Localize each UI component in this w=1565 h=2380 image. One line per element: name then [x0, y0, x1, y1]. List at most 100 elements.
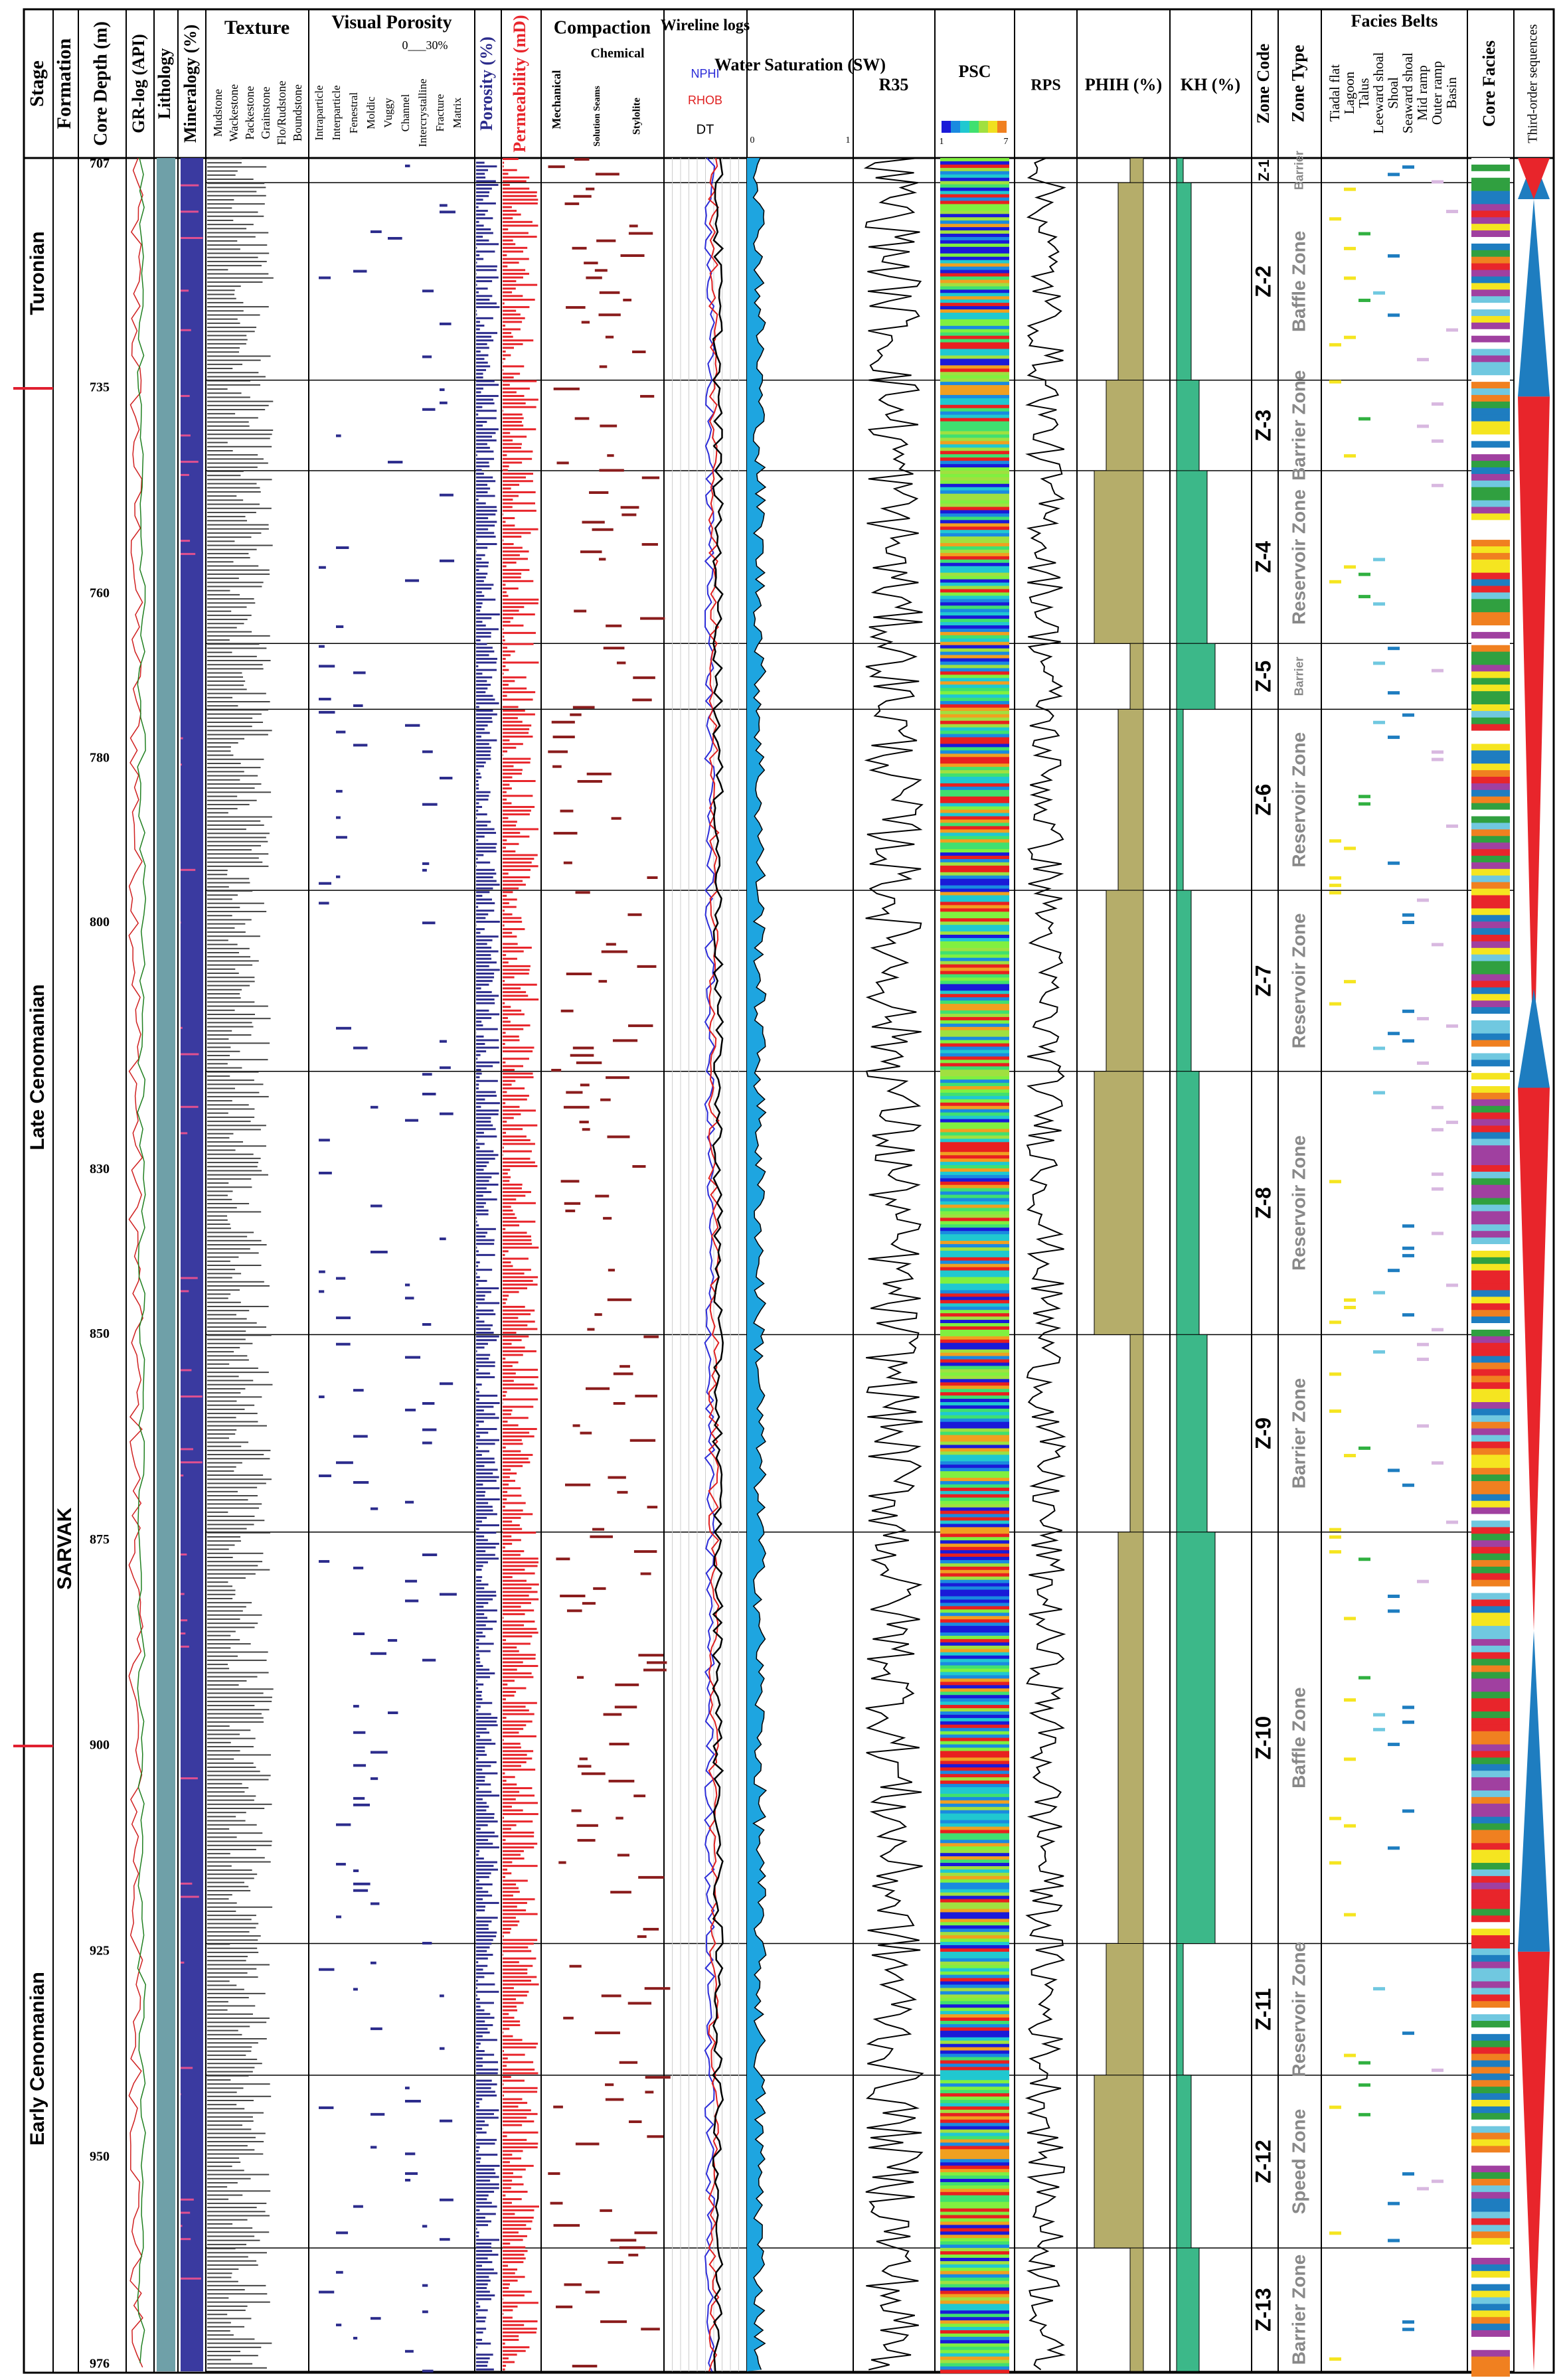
- core-facies-band: [1471, 1652, 1510, 1659]
- permeability-bar: [503, 262, 519, 264]
- facies-belt-mark: [1402, 1039, 1414, 1042]
- psc-band: [940, 267, 1009, 270]
- psc-band: [940, 1925, 1009, 1929]
- permeability-bar: [503, 1780, 507, 1782]
- psc-band: [940, 1682, 1009, 1685]
- texture-bar: [207, 602, 255, 603]
- porosity-bar: [476, 1432, 488, 1434]
- psc-band: [940, 1073, 1009, 1076]
- core-facies-band: [1471, 2073, 1510, 2080]
- texture-bar: [207, 680, 245, 682]
- psc-band: [940, 1810, 1009, 1814]
- facies-belt-mark: [1329, 1862, 1341, 1865]
- permeability-bar: [503, 491, 536, 493]
- compaction-mark: [578, 1765, 592, 1768]
- visual-porosity-mark: [353, 1435, 368, 1438]
- texture-bar: [207, 2272, 232, 2274]
- visual-porosity-mark: [371, 1205, 382, 1208]
- visual-porosity-mark: [422, 1942, 432, 1944]
- texture-bar: [207, 487, 260, 489]
- porosity-bar: [476, 939, 493, 941]
- porosity-bar: [476, 898, 492, 900]
- texture-bar: [207, 627, 237, 628]
- texture-bar: [207, 2293, 267, 2294]
- porosity-bar: [476, 2346, 477, 2348]
- core-facies-band: [1471, 1968, 1510, 1975]
- psc-band: [940, 2152, 1009, 2156]
- texture-bar: [207, 236, 256, 238]
- psc-band: [940, 1833, 1009, 1836]
- texture-bar: [207, 1433, 235, 1435]
- porosity-bar: [476, 714, 497, 716]
- permeability-bar: [503, 2346, 529, 2348]
- psc-band: [940, 217, 1009, 220]
- porosity-bar: [476, 2165, 500, 2167]
- permeability-bar: [503, 258, 529, 260]
- rps-curve: [1027, 158, 1064, 2370]
- texture-bar: [207, 1668, 229, 1669]
- permeability-bar: [503, 673, 504, 674]
- permeability-bar: [503, 1665, 538, 1667]
- texture-bar: [207, 1269, 235, 1270]
- porosity-bar: [476, 1879, 479, 1881]
- permeability-bar: [503, 2010, 517, 2012]
- texture-bar: [207, 2359, 231, 2360]
- compaction-mark: [564, 862, 572, 864]
- texture-bar: [207, 1137, 229, 1139]
- permeability-bar: [503, 1872, 511, 1874]
- psc-band: [940, 543, 1009, 546]
- zone-code-label: Z-2: [1251, 266, 1275, 297]
- psc-band: [940, 1086, 1009, 1089]
- texture-bar: [207, 380, 250, 382]
- porosity-bar: [476, 306, 499, 308]
- permeability-bar: [503, 1879, 528, 1881]
- permeability-bar: [503, 1269, 531, 1271]
- psc-band: [940, 921, 1009, 925]
- porosity-bar: [476, 602, 483, 604]
- psc-band: [940, 1330, 1009, 1333]
- psc-band: [940, 1797, 1009, 1800]
- psc-band: [940, 2353, 1009, 2357]
- porosity-bar: [476, 1773, 497, 1775]
- psc-band: [940, 1879, 1009, 1883]
- visual-porosity-mark: [371, 1903, 379, 1905]
- psc-band: [940, 1000, 1009, 1004]
- permeability-bar: [503, 1480, 515, 1482]
- compaction-mark: [582, 1602, 596, 1605]
- permeability-bar: [503, 2095, 504, 2097]
- compaction-mark: [633, 676, 655, 679]
- visual-porosity-mark: [353, 2337, 357, 2340]
- core-facies-band: [1471, 2054, 1510, 2061]
- psc-band: [940, 2113, 1009, 2116]
- permeability-bar: [503, 895, 507, 897]
- permeability-bar: [503, 888, 519, 890]
- psc-band: [940, 797, 1009, 800]
- permeability-bar: [503, 1369, 538, 1371]
- texture-bar: [207, 1882, 244, 1883]
- permeability-bar: [503, 1180, 509, 1182]
- psc-band: [940, 385, 1009, 388]
- facies-belt-mark: [1344, 454, 1356, 457]
- porosity-bar: [476, 1609, 497, 1611]
- permeability-bar: [503, 1484, 509, 1486]
- permeability-bar: [503, 376, 514, 378]
- permeability-bar: [503, 2261, 523, 2263]
- psc-band: [940, 1642, 1009, 1646]
- texture-bar: [207, 2018, 270, 2019]
- texture-bar: [207, 796, 237, 797]
- core-facies-band: [1471, 2343, 1510, 2350]
- permeability-bar: [503, 2213, 515, 2215]
- permeability-bar: [503, 843, 519, 845]
- psc-band: [940, 1991, 1009, 1994]
- permeability-bar: [503, 1372, 516, 1374]
- porosity-bar: [476, 2287, 487, 2289]
- permeability-bar: [503, 1365, 513, 1367]
- porosity-bar: [476, 524, 495, 526]
- permeability-bar: [503, 813, 530, 815]
- texture-bar: [207, 2190, 270, 2191]
- permeability-bar: [503, 343, 523, 345]
- psc-band: [940, 790, 1009, 793]
- core-facies-band: [1471, 481, 1510, 487]
- core-facies-band: [1471, 1751, 1510, 1757]
- permeability-bar: [503, 1713, 535, 1715]
